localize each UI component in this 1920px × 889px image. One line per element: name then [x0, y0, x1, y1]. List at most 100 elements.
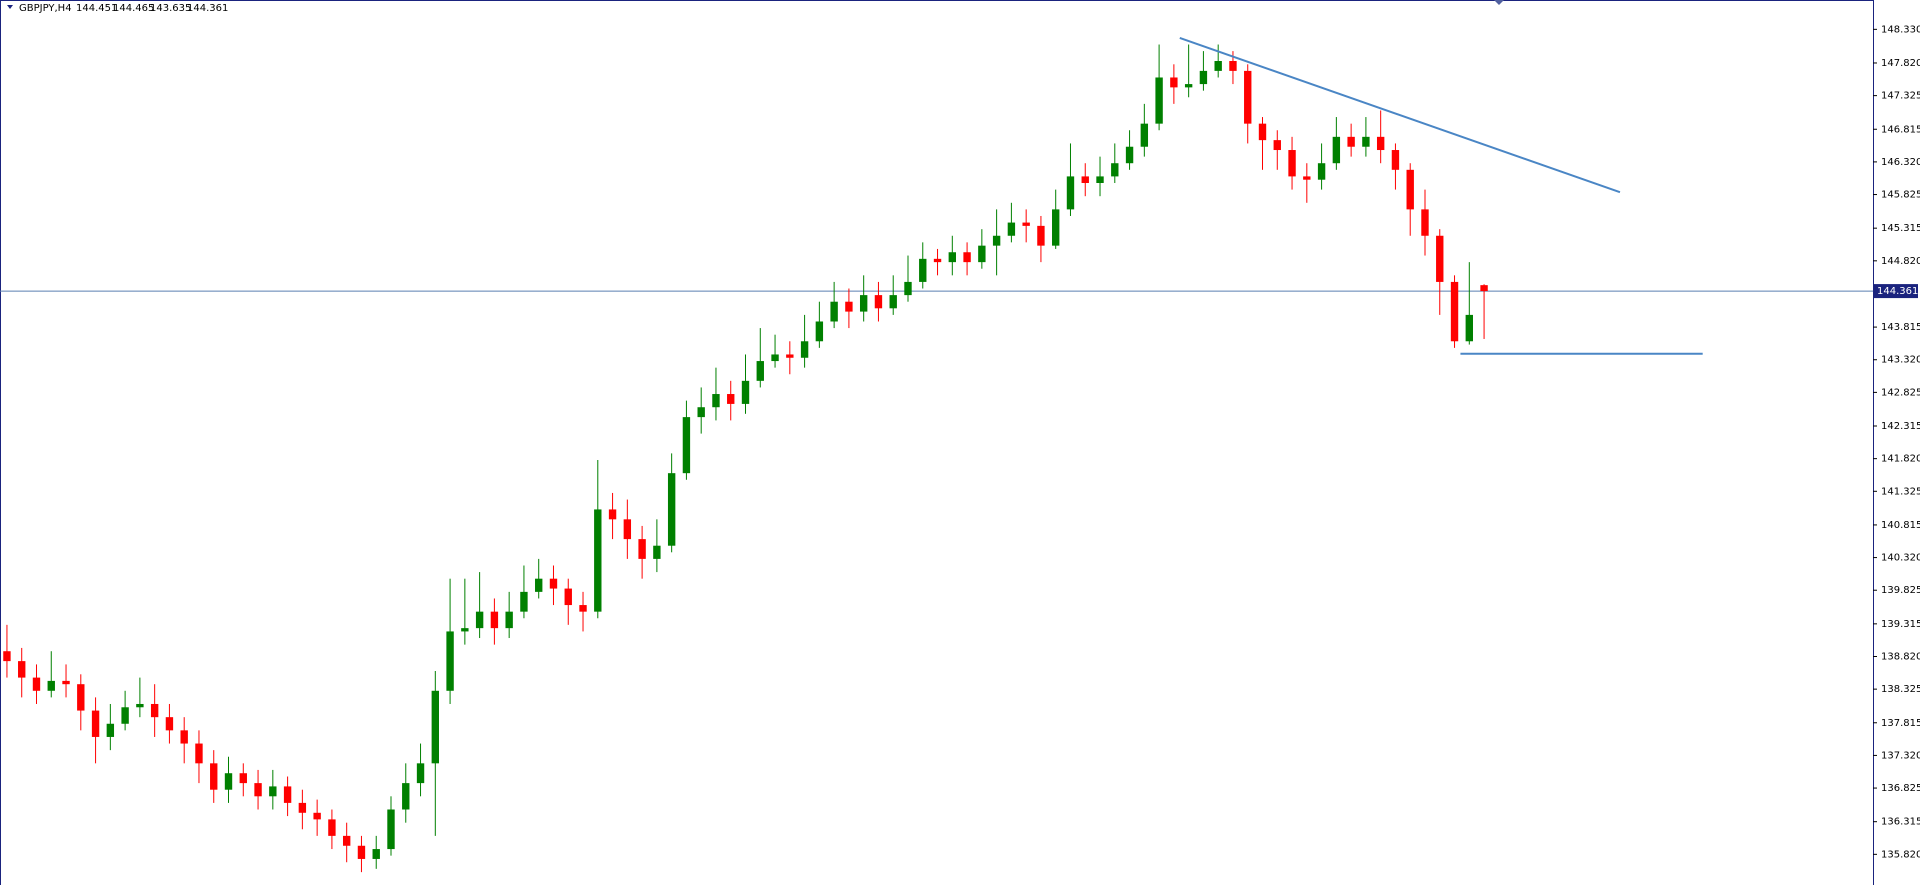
- ohlc-high: 144.465: [113, 3, 154, 14]
- y-tick-label: 143.320: [1881, 355, 1920, 366]
- candle-body: [328, 819, 336, 836]
- y-tick-label: 136.315: [1881, 817, 1920, 828]
- candle-body: [136, 703, 144, 708]
- y-tick-label: 147.325: [1881, 91, 1920, 102]
- candle-body: [1037, 225, 1045, 246]
- candle-body: [165, 717, 174, 731]
- candle-body: [933, 258, 942, 263]
- candle-body: [387, 809, 395, 850]
- candle-body: [1465, 314, 1473, 342]
- candle-body: [1007, 222, 1016, 236]
- candle-body: [180, 730, 188, 744]
- candle-body: [579, 605, 587, 612]
- y-tick-label: 148.330: [1881, 24, 1920, 35]
- candle-body: [889, 295, 897, 309]
- candle-body: [800, 341, 809, 358]
- candle-body: [1155, 77, 1163, 124]
- candle-body: [239, 773, 247, 784]
- candle-body: [978, 245, 986, 263]
- candle-body: [948, 252, 956, 263]
- candle-body: [91, 710, 100, 737]
- candle-body: [342, 835, 351, 846]
- y-tick-label: 141.325: [1881, 486, 1920, 497]
- y-tick-label: 144.820: [1881, 256, 1920, 267]
- candle-body: [475, 611, 484, 629]
- candle-body: [1022, 222, 1030, 226]
- candle-body: [712, 394, 720, 408]
- candle-body: [461, 628, 469, 632]
- y-tick-label: 142.315: [1881, 421, 1920, 432]
- candle-body: [549, 578, 558, 589]
- candle-body: [904, 281, 912, 296]
- candle-body: [224, 773, 233, 790]
- y-tick-label: 137.320: [1881, 750, 1920, 761]
- y-tick-label: 146.320: [1881, 157, 1920, 168]
- candle-body: [667, 473, 676, 546]
- current-price-box: [1874, 284, 1918, 299]
- candle-body: [1480, 285, 1488, 292]
- candle-body: [1081, 176, 1089, 184]
- candle-body: [535, 578, 543, 592]
- candle-body: [1421, 209, 1429, 236]
- candle-body: [1244, 70, 1252, 124]
- candle-body: [283, 786, 292, 803]
- candle-body: [18, 661, 26, 678]
- candle-body: [402, 783, 410, 810]
- candle-body: [608, 509, 617, 520]
- ohlc-low: 143.635: [150, 3, 191, 14]
- y-tick-label: 140.320: [1881, 553, 1920, 564]
- candle-body: [594, 509, 602, 612]
- candle-body: [1347, 136, 1355, 147]
- candle-body: [564, 588, 572, 606]
- candle-body: [357, 845, 366, 859]
- candle-body: [815, 321, 824, 342]
- candle-body: [121, 707, 129, 724]
- candle-body: [874, 295, 883, 309]
- candle-body: [210, 763, 218, 790]
- candle-body: [859, 295, 868, 312]
- candle-body: [1066, 176, 1075, 210]
- y-tick-label: 147.820: [1881, 58, 1920, 69]
- candle-body: [298, 802, 307, 813]
- candle-body: [1436, 235, 1444, 282]
- candle-body: [741, 380, 750, 404]
- candle-body: [1450, 281, 1459, 342]
- symbol: GBPJPY,H4: [19, 3, 72, 14]
- y-tick-label: 145.825: [1881, 190, 1920, 201]
- y-tick-label: 146.815: [1881, 124, 1920, 135]
- candle-body: [845, 301, 853, 312]
- candle-body: [1332, 136, 1341, 164]
- candle-body: [1288, 150, 1296, 177]
- y-tick-label: 138.325: [1881, 684, 1920, 695]
- menu-arrow: [7, 5, 13, 9]
- candle-body: [1391, 150, 1400, 170]
- candle-body: [1229, 61, 1237, 71]
- candle-body: [623, 519, 632, 540]
- candle-body: [638, 539, 646, 559]
- candle-body: [1376, 136, 1385, 151]
- candle-body: [195, 743, 203, 764]
- y-tick-label: 135.820: [1881, 849, 1920, 860]
- y-tick-label: 139.315: [1881, 619, 1920, 630]
- candle-body: [77, 684, 85, 711]
- y-tick-label: 141.820: [1881, 454, 1920, 465]
- candle-body: [106, 723, 115, 737]
- candle-body: [756, 361, 764, 381]
- candle-body: [682, 417, 691, 474]
- candle-body: [431, 690, 440, 764]
- candle-body: [490, 611, 499, 629]
- candle-body: [1273, 140, 1281, 151]
- candle-body: [254, 783, 262, 797]
- candle-body: [1184, 84, 1193, 88]
- y-tick-label: 139.825: [1881, 585, 1920, 596]
- candle-body: [1317, 163, 1326, 180]
- ohlc-open: 144.451: [76, 3, 117, 14]
- y-tick-label: 138.820: [1881, 651, 1920, 662]
- y-tick-label: 140.815: [1881, 520, 1920, 531]
- y-tick-label: 145.315: [1881, 223, 1920, 234]
- candle-body: [505, 611, 513, 629]
- candle-body: [1199, 70, 1208, 85]
- candle-body: [1125, 146, 1134, 164]
